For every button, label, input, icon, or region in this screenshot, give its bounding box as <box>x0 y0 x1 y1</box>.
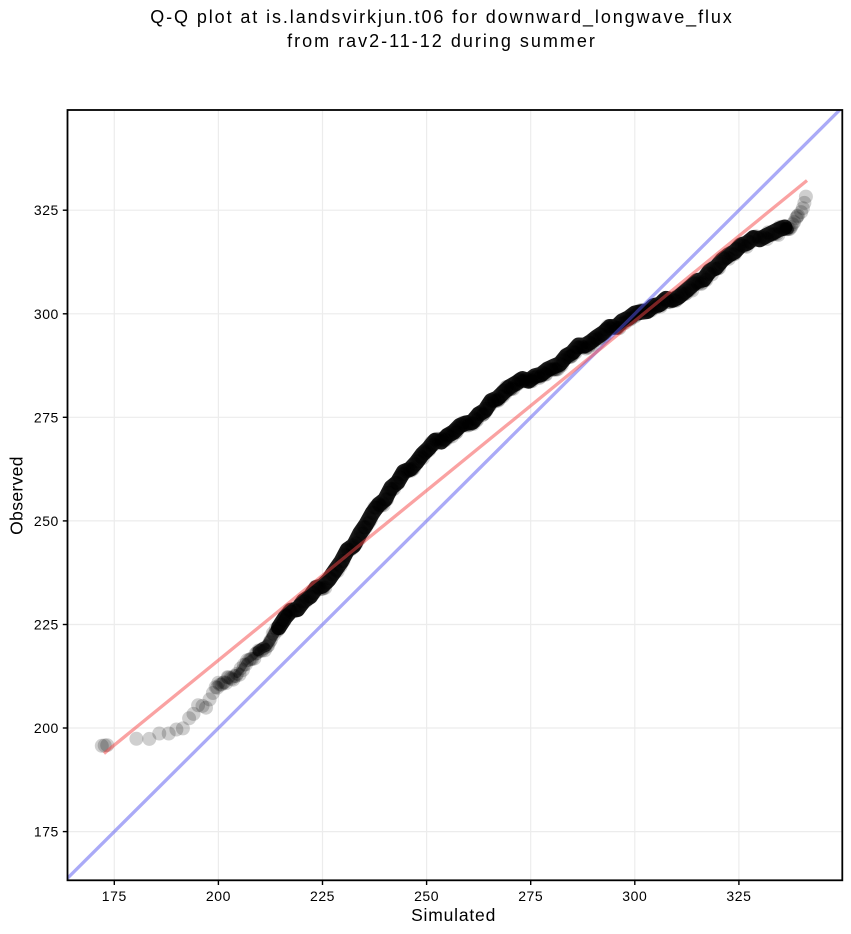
svg-text:300: 300 <box>622 888 647 904</box>
svg-text:275: 275 <box>34 409 59 425</box>
svg-text:175: 175 <box>102 888 127 904</box>
svg-text:225: 225 <box>310 888 335 904</box>
svg-text:Observed: Observed <box>6 456 26 535</box>
svg-text:from rav2-11-12 during summer: from rav2-11-12 during summer <box>287 31 597 51</box>
svg-text:250: 250 <box>414 888 439 904</box>
svg-text:300: 300 <box>34 306 59 322</box>
svg-text:200: 200 <box>34 720 59 736</box>
svg-text:200: 200 <box>206 888 231 904</box>
svg-text:Q-Q plot at is.landsvirkjun.t0: Q-Q plot at is.landsvirkjun.t06 for down… <box>150 7 733 28</box>
svg-text:250: 250 <box>34 513 59 529</box>
svg-text:275: 275 <box>518 888 543 904</box>
svg-text:325: 325 <box>34 202 59 218</box>
svg-text:Simulated: Simulated <box>411 905 496 925</box>
svg-text:325: 325 <box>726 888 751 904</box>
svg-text:225: 225 <box>34 617 59 633</box>
svg-text:175: 175 <box>34 824 59 840</box>
